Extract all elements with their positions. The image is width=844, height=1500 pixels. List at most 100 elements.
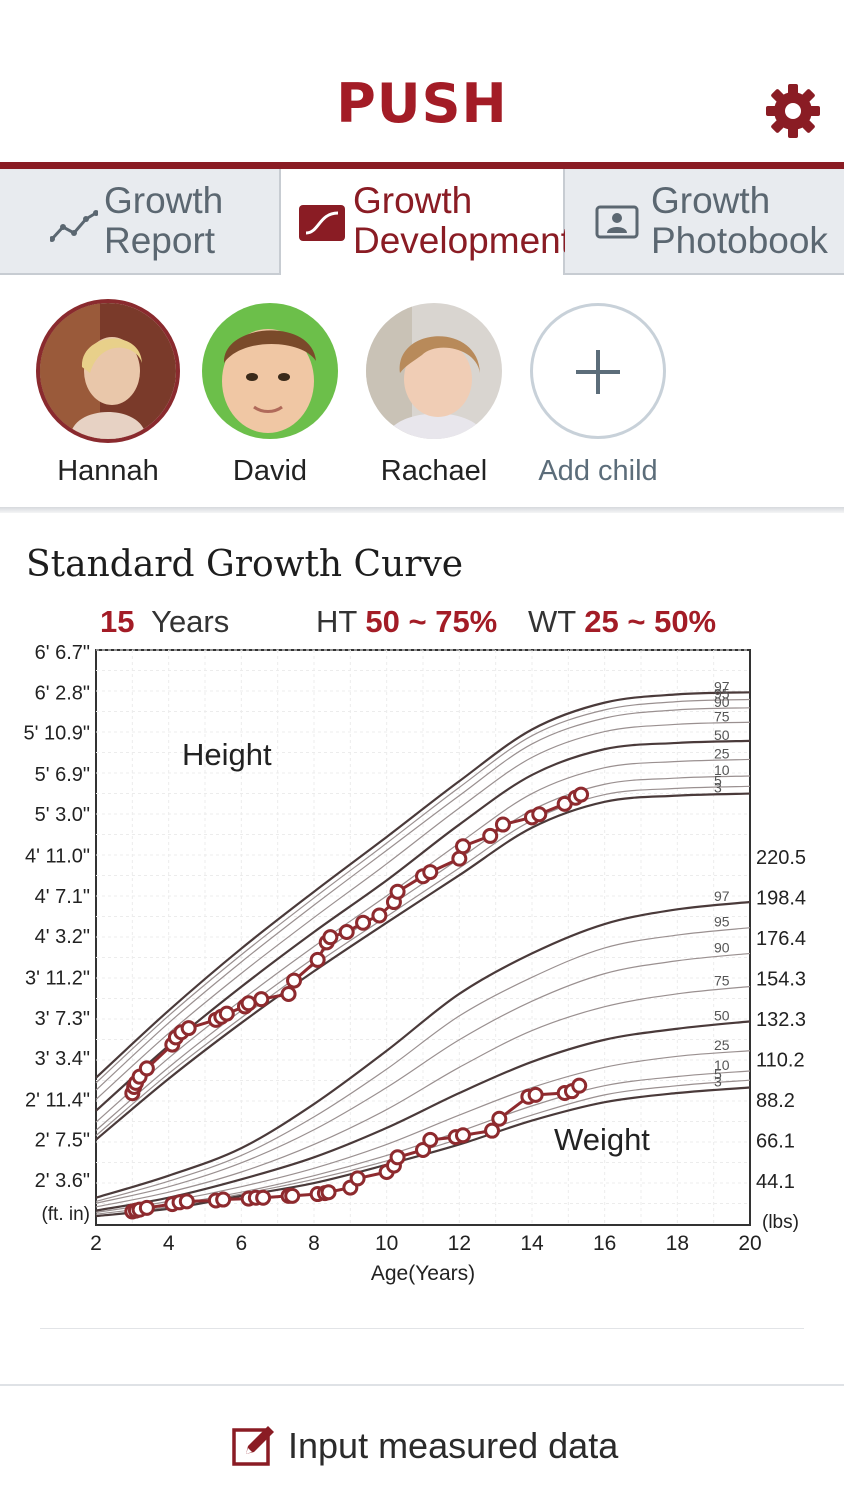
tab-label: Growth Report (104, 180, 224, 261)
height-percentile-5 (95, 785, 751, 1137)
weight-tick-label: 154.3 (756, 969, 806, 991)
age-value: 15 (100, 604, 135, 639)
height-measurement-point (240, 995, 257, 1012)
ht-range: 50 ~ 75% (365, 604, 498, 639)
weight-percentile-label: 95 (714, 914, 730, 930)
weight-measurement-point (454, 1127, 471, 1144)
age-unit: Years (151, 604, 230, 639)
height-percentile-90 (95, 707, 751, 1091)
height-tick-label: 5' 3.0" (35, 804, 90, 826)
height-percentile-label: 95 (714, 686, 730, 702)
height-percentile-10 (95, 775, 751, 1131)
x-tick-label: 8 (308, 1232, 320, 1255)
footer-bar: Input measured data (0, 1384, 844, 1500)
weight-measurement-point (320, 1184, 337, 1201)
add-child-button[interactable]: Add child (523, 303, 673, 503)
weight-curve-label: Weight (554, 1122, 650, 1157)
weight-unit-label: (lbs) (762, 1212, 799, 1233)
x-tick-label: 16 (593, 1232, 616, 1255)
height-tick-label: 3' 11.2" (25, 967, 90, 989)
height-measurement-point (389, 883, 406, 900)
height-tick-label: 3' 3.4" (35, 1048, 90, 1070)
weight-percentile-75 (95, 985, 751, 1208)
weight-percentile-label: 75 (714, 972, 730, 988)
weight-measurement-point (178, 1193, 195, 1210)
height-measurement-point (280, 986, 297, 1003)
x-tick-label: 10 (375, 1232, 398, 1255)
height-measurement-point (322, 929, 339, 946)
weight-percentile-label: 97 (714, 888, 730, 904)
section-divider (0, 507, 844, 513)
height-curve-label: Height (182, 737, 272, 772)
avatar (202, 303, 338, 439)
height-measurement-point (531, 806, 548, 823)
weight-percentile-50 (95, 1020, 751, 1212)
tab-growth-development[interactable]: Growth Development (281, 169, 571, 275)
x-tick-label: 6 (235, 1232, 247, 1255)
height-tick-label: 4' 7.1" (35, 886, 90, 908)
height-percentile-label: 3 (714, 780, 722, 796)
weight-measurement-point (284, 1187, 301, 1204)
height-percentile-label: 90 (714, 694, 730, 710)
age-summary: 15 Years (100, 604, 229, 644)
height-tick-label: 2' 11.4" (25, 1089, 90, 1111)
height-measurement-point (422, 864, 439, 881)
avatar (40, 303, 176, 439)
x-tick-label: 14 (520, 1232, 544, 1255)
height-measurement-point (138, 1060, 155, 1077)
weight-tick-label: 198.4 (756, 888, 806, 910)
height-summary: HT 50 ~ 75% (316, 604, 497, 644)
child-david[interactable]: David (195, 303, 345, 503)
x-tick-label: 2 (90, 1232, 102, 1255)
weight-tick-label: 66.1 (756, 1131, 795, 1153)
weight-summary: WT 25 ~ 50% (528, 604, 716, 644)
height-percentile-label: 25 (714, 745, 730, 761)
height-measurement-point (573, 786, 590, 803)
add-child-circle (530, 303, 666, 439)
input-measured-data-label: Input measured data (288, 1425, 619, 1466)
tab-growth-photobook[interactable]: Growth Photobook (565, 169, 844, 275)
height-measurement-point (355, 914, 372, 931)
gear-icon[interactable] (764, 82, 822, 140)
weight-measurement-point (527, 1086, 544, 1103)
add-child-label: Add child (538, 455, 658, 487)
photo-portrait-icon (595, 205, 639, 239)
growth-curve-icon (299, 205, 345, 241)
height-percentile-75 (95, 721, 751, 1100)
x-tick-label: 20 (738, 1232, 761, 1255)
tab-bar: Growth Report Growth Development Growth Pho… (0, 169, 844, 275)
weight-tick-label: 132.3 (756, 1009, 806, 1031)
height-tick-label: 5' 10.9" (23, 723, 90, 745)
child-selector: Hannah David Rachael (0, 275, 844, 507)
avatar (366, 303, 502, 439)
tab-growth-report[interactable]: Growth Report (0, 169, 279, 275)
child-hannah[interactable]: Hannah (33, 303, 183, 503)
height-measurement-point (309, 951, 326, 968)
height-measurement-point (371, 907, 388, 924)
child-rachael[interactable]: Rachael (359, 303, 509, 503)
chart-title: Standard Growth Curve (26, 544, 464, 585)
growth-curve-chart: 2 4 6 8 10 12 14 16 18 20 Age(Years) 6' 6.7" 6' 2.8"… (23, 642, 806, 1285)
height-measurement-point (218, 1005, 235, 1022)
content-divider (40, 1328, 804, 1329)
weight-percentile-label: 10 (714, 1057, 730, 1073)
height-measurement-point (494, 816, 511, 833)
weight-tick-label: 44.1 (756, 1171, 795, 1193)
weight-tick-label: 110.2 (756, 1050, 805, 1072)
x-axis-label: Age(Years) (371, 1262, 475, 1285)
height-percentile-label: 97 (714, 678, 730, 694)
ht-label: HT (316, 604, 357, 639)
weight-tick-label: 220.5 (756, 847, 806, 869)
input-measured-data-button[interactable]: Input measured data (230, 1420, 618, 1472)
height-percentile-3 (95, 792, 751, 1141)
weight-percentile-label: 25 (714, 1037, 730, 1053)
height-tick-label: 5' 6.9" (35, 764, 90, 786)
weight-measurement-point (484, 1122, 501, 1139)
height-percentile-25 (95, 758, 751, 1123)
weight-percentile-label: 5 (714, 1066, 722, 1082)
child-name: Rachael (380, 455, 488, 487)
child-name: Hannah (57, 455, 159, 487)
weight-measurement-point (491, 1110, 508, 1127)
weight-percentile-25 (95, 1050, 751, 1214)
height-measurement-point (253, 991, 270, 1008)
